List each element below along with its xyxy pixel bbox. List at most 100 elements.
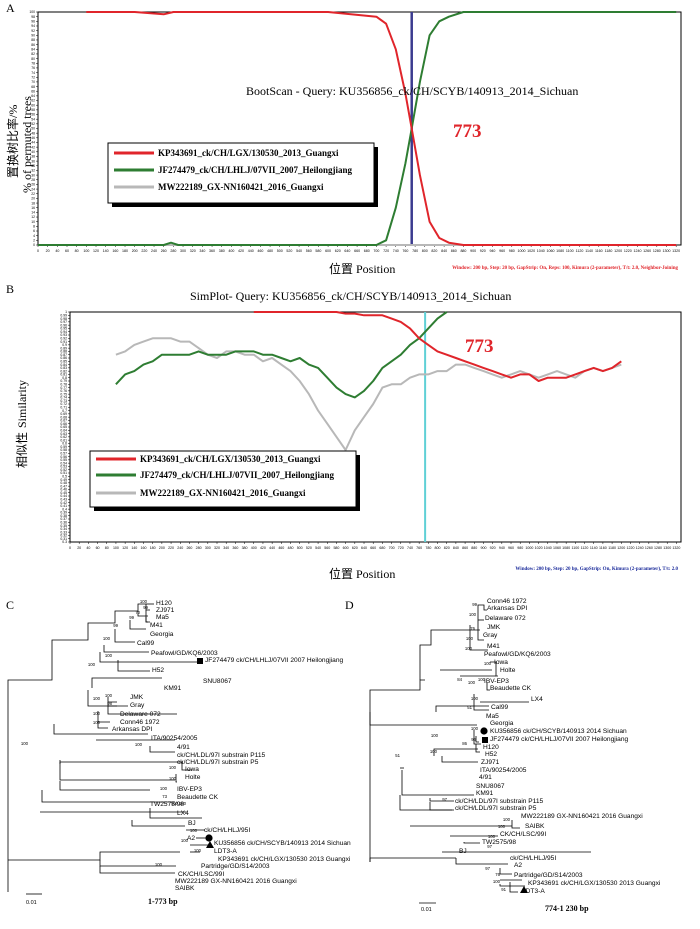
- panel-b-y-tick-label: 0.3: [62, 540, 67, 544]
- panel-b-y-tick-label: 0.32: [60, 534, 67, 538]
- panel-a-frame: [37, 11, 682, 246]
- panel-b-legend-1: KP343691_ck/CH/LGX/130530_2013_Guangxi: [140, 454, 321, 464]
- panel-b-x-tick-label: 60: [96, 546, 100, 550]
- panel-a-x-tick-label: 180: [122, 249, 128, 253]
- panel-b-y-tick-label: 0.82: [60, 369, 67, 373]
- tree-c-taxon: ZJ971: [156, 607, 175, 614]
- tree-d-taxon: Delaware 072: [485, 615, 526, 622]
- panel-a-y-tick-label: 2: [33, 239, 35, 243]
- panel-a-y-tick-label: 86: [31, 43, 35, 47]
- tree-d-taxon: BJ: [459, 848, 467, 855]
- tree-c-bootstrap: 73: [162, 794, 167, 799]
- panel-b-x-tick-label: 540: [315, 546, 321, 550]
- panel-b-y-tick-label: 0.88: [60, 350, 67, 354]
- panel-a-x-tick-label: 460: [257, 249, 263, 253]
- panel-a-x-tick-label: 1160: [595, 249, 603, 253]
- tree-d-bootstrap: 100: [484, 661, 492, 666]
- panel-a-y-ticks: 0246810121416182022242628303234363840424…: [29, 10, 38, 247]
- tree-c-bootstrap: 100: [93, 711, 101, 716]
- panel-b-note: Window: 200 bp, Step: 20 bp, GapStrip: O…: [515, 567, 678, 572]
- panel-b-x-tick-label: 860: [462, 546, 468, 550]
- panel-b-y-tick-label: 0.67: [60, 419, 67, 423]
- panel-b-x-tick-label: 720: [398, 546, 404, 550]
- panel-a-y-tick-label: 20: [31, 197, 35, 201]
- panel-a-x-tick-label: 80: [75, 249, 79, 253]
- panel-a-y-tick-label: 82: [31, 52, 35, 56]
- panel-b-y-tick-label: 0.93: [60, 333, 67, 337]
- panel-a-x-tick-label: 1320: [672, 249, 680, 253]
- panel-a-x-tick-label: 1220: [624, 249, 632, 253]
- panel-b-y-tick-label: 0.86: [60, 356, 67, 360]
- panel-b-x-tick-label: 1260: [645, 546, 653, 550]
- tree-d-taxon: JF274479 ck/CH/LHLJ/07VII 2007 Heilongji…: [490, 736, 629, 743]
- tree-c-taxon: H120: [156, 600, 172, 607]
- panel-a-y-tick-label: 100: [29, 10, 35, 14]
- tree-c-query-circle: [205, 834, 213, 842]
- tree-c-taxon: TW2575/98: [150, 801, 184, 808]
- panel-b-ylabel: 相似性 Similarity: [15, 380, 29, 468]
- tree-c-taxon: M41: [150, 622, 163, 629]
- panel-b-x-tick-label: 980: [517, 546, 523, 550]
- tree-d-taxon: JMK: [487, 624, 501, 631]
- tree-c-taxon: Cal99: [137, 640, 155, 647]
- panel-b-legend-2: JF274479_ck/CH/LHLJ/07VII_2007_Heilongji…: [140, 470, 335, 480]
- tree-d-taxon: A2: [514, 862, 522, 869]
- tree-d-taxon: ck/CH/LDL/97I substrain P115: [455, 798, 544, 805]
- panel-b-y-tick-label: 0.84: [60, 363, 67, 367]
- tree-c-taxon: LDT3-A: [214, 848, 237, 855]
- panel-b-x-tick-label: 840: [453, 546, 459, 550]
- panel-b-x-tick-label: 400: [251, 546, 257, 550]
- panel-b-y-tick-label: 0.62: [60, 435, 67, 439]
- panel-b-legend: KP343691_ck/CH/LGX/130530_2013_Guangxi J…: [89, 450, 360, 511]
- tree-d-bootstrap: 97: [442, 797, 447, 802]
- panel-b-x-tick-label: 20: [77, 546, 81, 550]
- panel-b-ylabel-cn: 相似性: [15, 432, 29, 468]
- panel-a-note: Window: 200 bp, Step: 20 bp, GapStrip: O…: [452, 266, 678, 271]
- tree-d-bootstrap: 84: [457, 677, 462, 682]
- panel-b-x-tick-label: 180: [150, 546, 156, 550]
- tree-d-bootstrap: 51: [467, 705, 472, 710]
- panel-a-y-tick-label: 0: [33, 243, 35, 247]
- tree-c-bootstrap: 100: [160, 786, 168, 791]
- panel-a-x-tick-label: 60: [65, 249, 69, 253]
- panel-b-x-tick-label: 1080: [562, 546, 570, 550]
- panel-b-y-tick-label: 0.89: [60, 346, 67, 350]
- tree-d-taxon: KM91: [476, 790, 494, 797]
- panel-b-x-tick-label: 1020: [535, 546, 543, 550]
- panel-b-y-tick-label: 0.49: [60, 478, 67, 482]
- panel-b-y-tick-label: 0.39: [60, 511, 67, 515]
- panel-b-x-tick-label: 700: [389, 546, 395, 550]
- panel-b-y-tick-label: 1: [65, 310, 67, 314]
- panel-a-x-tick-label: 240: [151, 249, 157, 253]
- panel-b-x-tick-label: 1100: [571, 546, 579, 550]
- panel-b-x-tick-label: 240: [177, 546, 183, 550]
- panel-b-x-tick-label: 880: [471, 546, 477, 550]
- tree-c-taxon: JF274479 ck/CH/LHLJ/07VII 2007 Heilongji…: [205, 657, 344, 664]
- tree-c-bootstrap: 100: [88, 662, 96, 667]
- panel-b-y-tick-label: 0.45: [60, 491, 67, 495]
- panel-a-x-tick-label: 400: [228, 249, 234, 253]
- panel-b-y-tick-label: 0.97: [60, 320, 67, 324]
- panel-b-y-tick-label: 0.87: [60, 353, 67, 357]
- panel-b-x-tick-label: 800: [435, 546, 441, 550]
- panel-a-x-tick-label: 120: [93, 249, 99, 253]
- tree-d-bootstrap: 97: [487, 844, 492, 849]
- tree-d-taxon: Georgia: [490, 720, 514, 727]
- panel-a-x-tick-label: 840: [441, 249, 447, 253]
- tree-d-taxon: H120: [483, 744, 499, 751]
- tree-c-bootstrap: 100: [194, 848, 202, 853]
- panel-b-title: SimPlot- Query: KU356856_ck/CH/SCYB/1409…: [190, 289, 511, 303]
- panel-a-y-tick-label: 50: [31, 127, 35, 131]
- tree-c-taxon: JMK: [130, 694, 144, 701]
- tree-c-taxon: ck/CH/LDL/97I substrain P115: [177, 752, 266, 759]
- panel-b-x-tick-label: 480: [288, 546, 294, 550]
- panel-a-y-tick-label: 66: [31, 89, 35, 93]
- panel-b-xlabel: 位置 Position: [329, 566, 395, 581]
- tree-d-taxon: Cal99: [491, 704, 509, 711]
- tree-c-bootstrap: 100: [105, 653, 113, 658]
- tree-d-letter: D: [345, 598, 354, 612]
- panel-b-y-tick-label: 0.7: [62, 409, 67, 413]
- panel-a-y-tick-label: 80: [31, 57, 35, 61]
